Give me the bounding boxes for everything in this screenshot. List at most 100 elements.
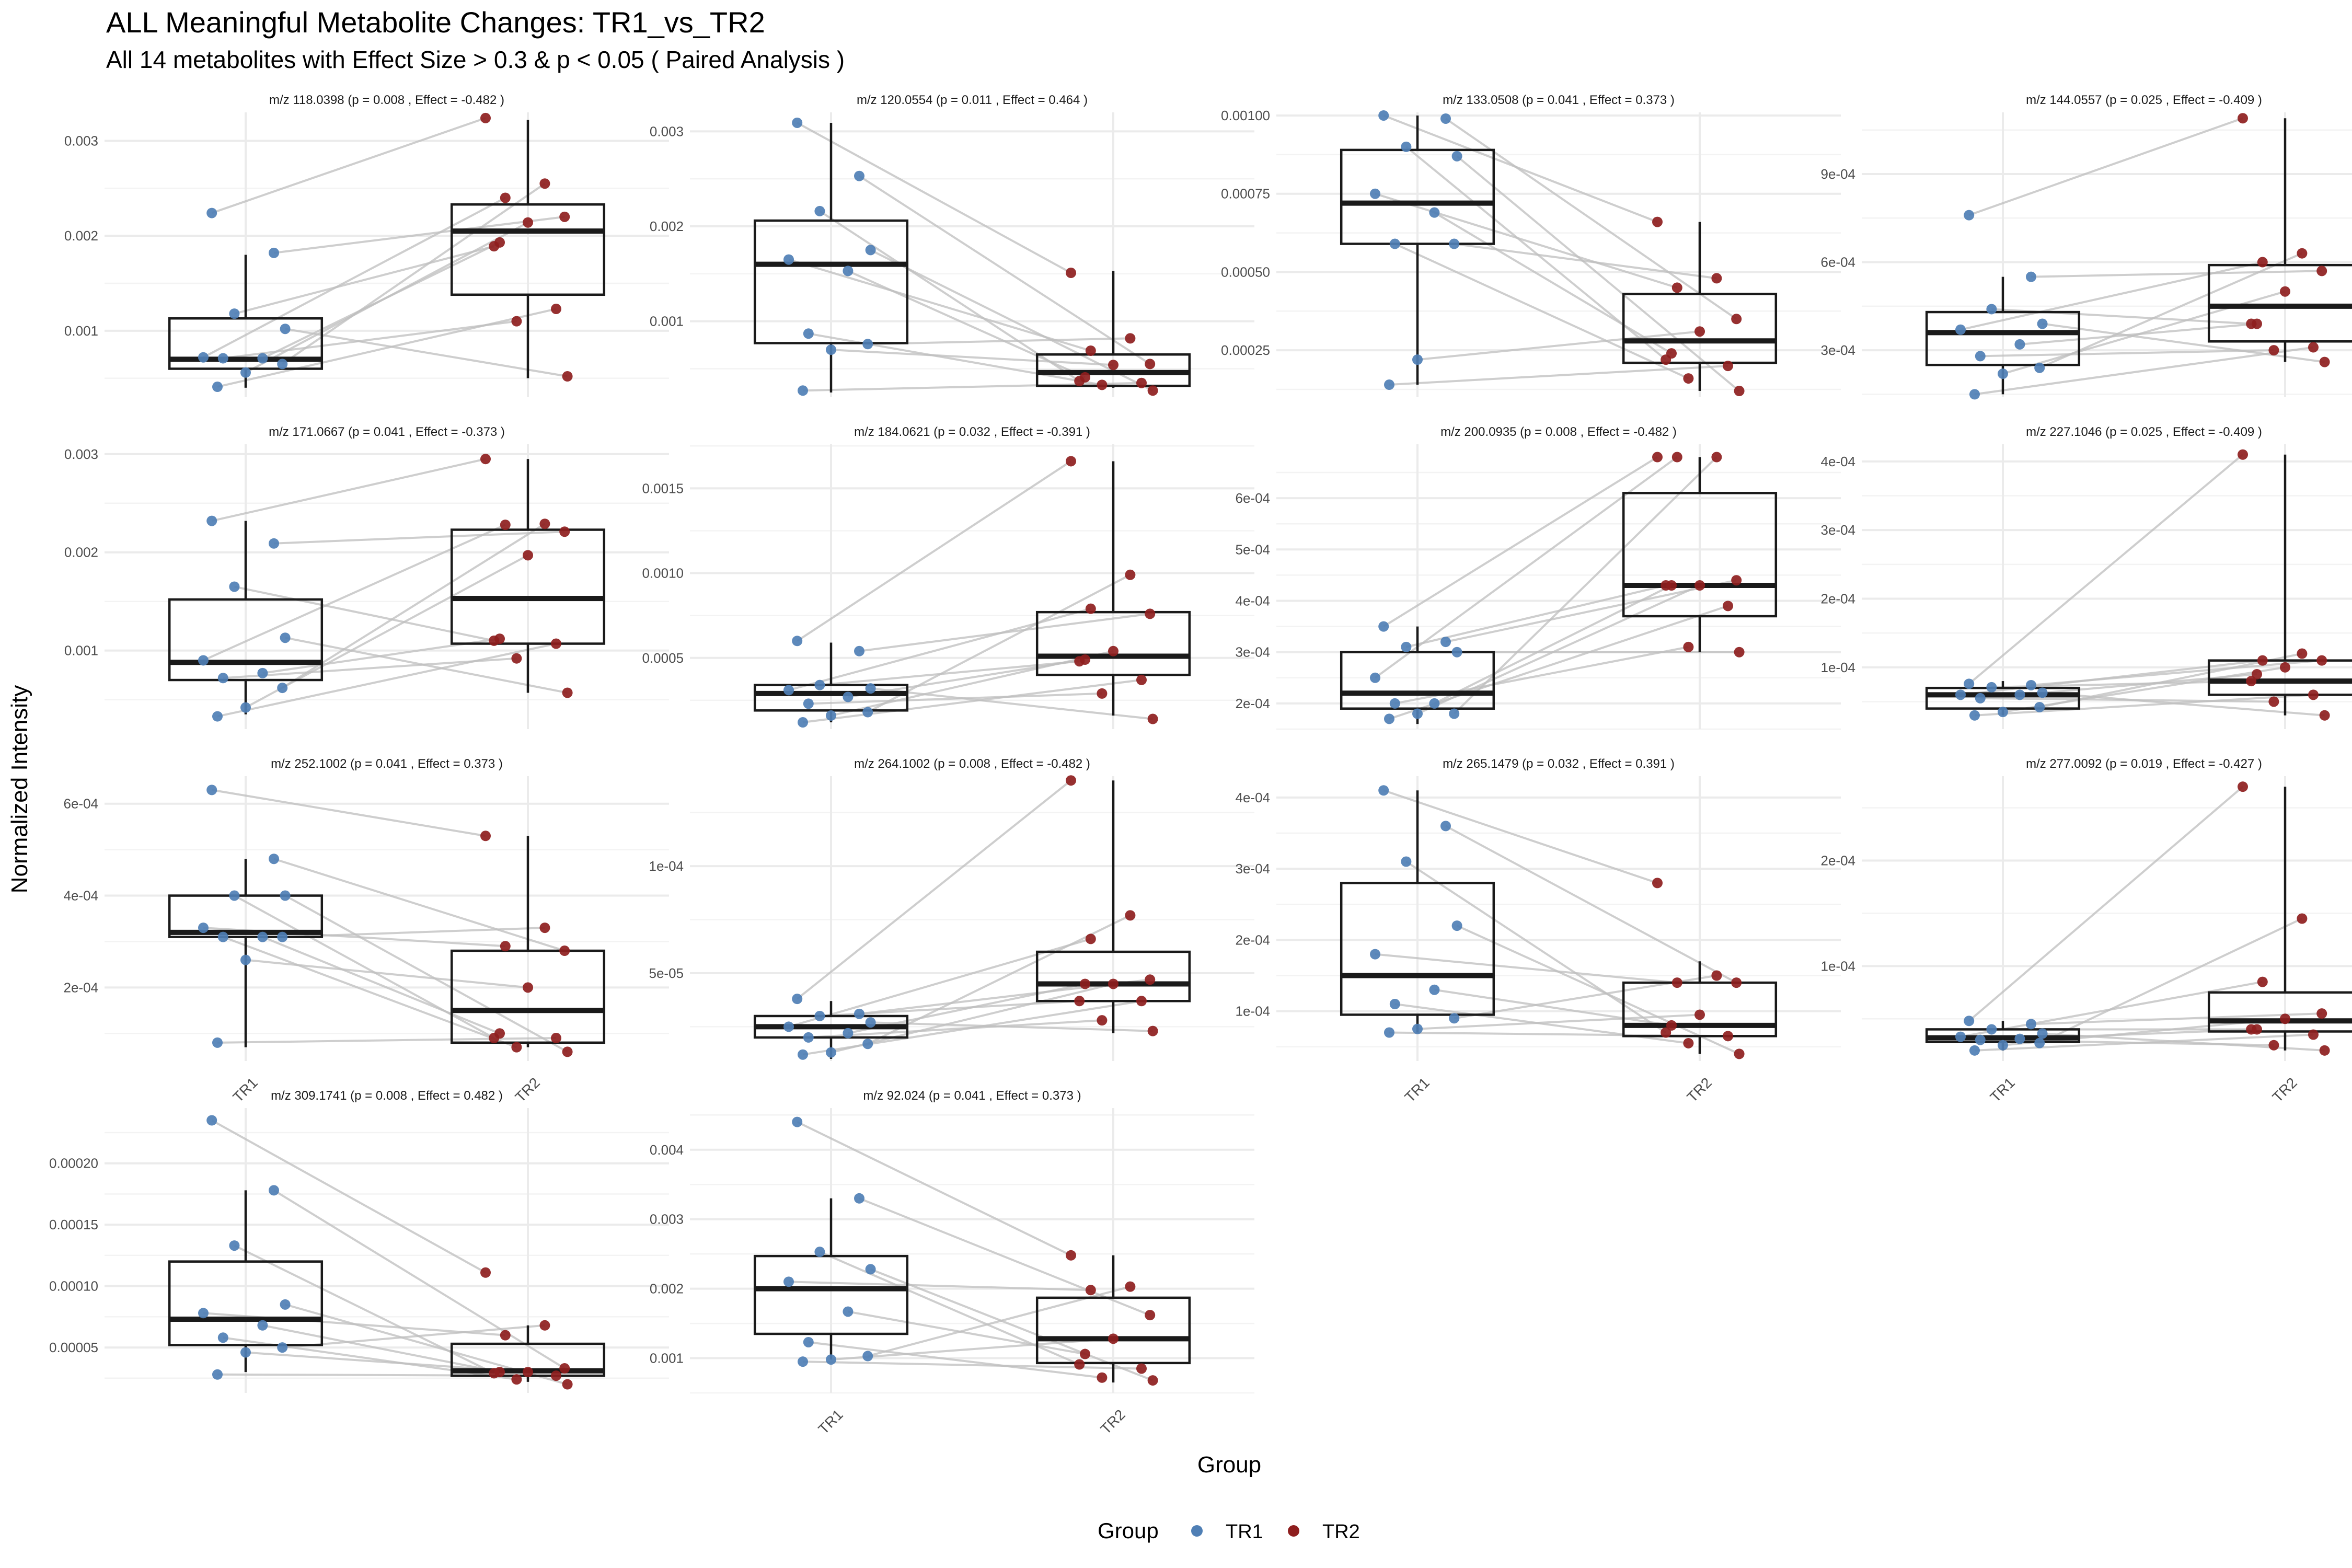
- data-point: [2308, 689, 2319, 700]
- data-point: [783, 685, 794, 696]
- data-point: [854, 1193, 864, 1204]
- pair-line: [1456, 155, 1740, 392]
- data-point: [480, 1267, 491, 1278]
- data-point: [2297, 648, 2308, 659]
- data-point: [551, 1370, 561, 1381]
- data-point: [539, 178, 550, 189]
- data-point: [1074, 656, 1085, 667]
- data-point: [2316, 266, 2327, 276]
- data-point: [1066, 1250, 1076, 1261]
- y-tick-label: 3e-04: [1236, 644, 1271, 660]
- data-point: [1711, 970, 1722, 981]
- pair-line: [847, 270, 1086, 378]
- data-point: [551, 1033, 561, 1044]
- panel-title: m/z 118.0398 (p = 0.008 , Effect = -0.48…: [269, 93, 504, 107]
- data-point: [854, 645, 864, 656]
- pair-line: [1968, 454, 2244, 685]
- data-point: [1683, 373, 1694, 384]
- pair-line: [1417, 1013, 1700, 1030]
- pair-line: [1453, 456, 1717, 714]
- data-point: [2319, 1045, 2330, 1056]
- box: [1925, 686, 2081, 710]
- data-point: [2316, 655, 2327, 666]
- pair-line: [870, 249, 1154, 392]
- pair-line: [217, 308, 557, 388]
- data-point: [480, 112, 491, 123]
- x-tick-label: TR2: [512, 1075, 543, 1105]
- y-tick-label: 4e-04: [1236, 593, 1271, 609]
- data-point: [803, 1336, 814, 1347]
- y-tick-label: 1e-04: [649, 858, 684, 874]
- data-point: [539, 923, 550, 933]
- box: [450, 949, 606, 1044]
- y-tick-label: 0.003: [64, 446, 98, 462]
- data-point: [1108, 978, 1119, 989]
- x-tick-label: TR2: [2269, 1075, 2300, 1105]
- data-point: [1401, 856, 1412, 867]
- data-point: [1412, 354, 1423, 365]
- data-point: [1147, 713, 1158, 724]
- data-point: [229, 890, 240, 901]
- data-point: [240, 702, 251, 713]
- data-point: [240, 1347, 251, 1358]
- data-point: [1080, 1348, 1090, 1359]
- pair-line: [870, 1021, 1153, 1032]
- pair-line: [788, 1281, 1091, 1292]
- data-point: [1661, 580, 1671, 591]
- data-point: [1964, 210, 1975, 221]
- data-point: [1711, 273, 1722, 284]
- data-point: [500, 941, 511, 952]
- pair-line: [1383, 114, 1658, 223]
- box: [1340, 651, 1495, 710]
- data-point: [500, 520, 511, 531]
- data-point: [1955, 1031, 1966, 1042]
- pair-line: [802, 1361, 1142, 1370]
- x-tick-label: TR1: [1402, 1075, 1433, 1105]
- data-point: [2268, 1040, 2279, 1051]
- data-point: [1652, 878, 1663, 889]
- y-tick-label: 4e-04: [64, 888, 99, 904]
- pair-line: [1375, 192, 1678, 289]
- pair-line: [2031, 270, 2322, 278]
- y-tick-label: 6e-04: [1236, 490, 1271, 506]
- y-tick-label: 0.00005: [49, 1340, 98, 1355]
- data-point: [1085, 933, 1096, 944]
- y-tick-label: 0.001: [64, 323, 98, 339]
- pair-line: [1394, 243, 1689, 379]
- data-point: [1384, 1027, 1394, 1038]
- chart-title: ALL Meaningful Metabolite Changes: TR1_v…: [106, 6, 765, 39]
- data-point: [523, 1367, 533, 1378]
- pair-line: [802, 678, 1142, 724]
- x-axis-label: Group: [1197, 1452, 1261, 1478]
- data-point: [1412, 1023, 1423, 1034]
- y-tick-label: 3e-04: [1821, 522, 1856, 538]
- pair-line: [1389, 365, 1728, 386]
- data-point: [1440, 113, 1451, 124]
- data-point: [539, 1320, 550, 1331]
- pair-line: [245, 554, 528, 709]
- data-point: [826, 710, 836, 721]
- box: [1035, 1296, 1191, 1365]
- data-point: [798, 1049, 808, 1060]
- data-point: [257, 1320, 268, 1331]
- pair-line: [788, 938, 1091, 1028]
- pair-line: [868, 337, 1131, 345]
- data-point: [2246, 318, 2257, 329]
- pair-line: [1980, 349, 2274, 358]
- panel-title: m/z 120.0554 (p = 0.011 , Effect = 0.464…: [857, 93, 1088, 107]
- data-point: [1429, 207, 1440, 218]
- data-point: [523, 982, 533, 993]
- pair-line: [831, 983, 1114, 1054]
- box: [168, 894, 324, 938]
- pair-line: [2031, 1012, 2322, 1025]
- data-point: [1986, 1024, 1997, 1035]
- box: [2207, 991, 2352, 1033]
- box: [753, 1254, 909, 1335]
- data-point: [1694, 326, 1705, 337]
- data-point: [814, 1247, 825, 1258]
- pair-line: [1417, 330, 1700, 361]
- y-tick-label: 0.00020: [49, 1156, 98, 1171]
- data-point: [2280, 1013, 2290, 1024]
- data-point: [1711, 452, 1722, 463]
- data-point: [1998, 1040, 2008, 1051]
